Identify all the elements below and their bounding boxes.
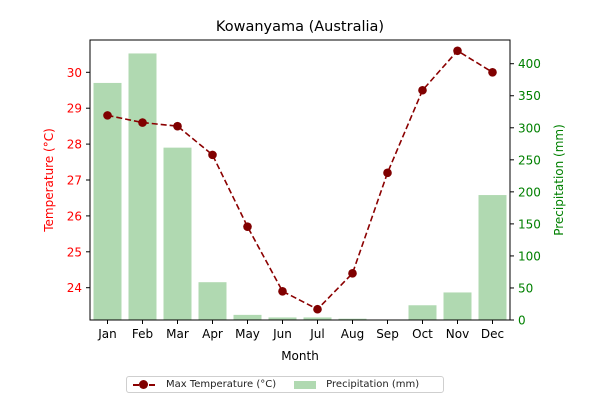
- temperature-point: [138, 118, 147, 127]
- temperature-point: [348, 269, 357, 278]
- precip-bar: [233, 314, 262, 320]
- x-tick-label: Jan: [97, 327, 117, 341]
- x-tick-label: Mar: [166, 327, 189, 341]
- x-tick-label: Sep: [376, 327, 399, 341]
- precip-bar: [303, 317, 332, 320]
- x-tick-label: Jul: [309, 327, 324, 341]
- legend-label-precipitation: Precipitation (mm): [326, 379, 420, 390]
- y-right-tick-label: 100: [518, 249, 541, 263]
- temperature-point: [173, 121, 182, 131]
- precip-bar: [268, 317, 297, 320]
- x-tick-label: Jun: [272, 327, 292, 341]
- legend-swatch-temperature: [133, 379, 155, 390]
- x-axis-label: Month: [281, 349, 319, 363]
- temperature-point: [278, 286, 287, 296]
- temperature-point: [418, 85, 427, 95]
- y-right-tick-label: 0: [518, 314, 526, 328]
- precip-bar: [93, 82, 122, 320]
- temperature-point: [243, 222, 252, 231]
- legend-swatch-precipitation: [294, 380, 317, 389]
- y-right-tick-label: 200: [518, 185, 541, 199]
- y-right-tick-label: 250: [518, 153, 541, 167]
- y-right-tick-label: 50: [518, 281, 533, 295]
- temperature-series-line: [107, 49, 493, 311]
- legend-item-precipitation: Precipitation (mm): [276, 379, 419, 390]
- y-left-tick-label: 24: [67, 281, 82, 295]
- temperature-line: [103, 46, 497, 314]
- temperature-point: [453, 46, 462, 56]
- y-left-tick-label: 30: [67, 66, 82, 80]
- chart-legend: Max Temperature (°C) Precipitation (mm): [126, 376, 444, 393]
- precip-bar: [408, 305, 437, 320]
- x-tick-label: Dec: [481, 327, 504, 341]
- y-axis-left-label: Temperature (°C): [42, 128, 56, 233]
- temperature-point: [103, 111, 112, 120]
- y-left-tick-label: 27: [67, 174, 82, 188]
- y-left-tick-label: 29: [67, 102, 82, 116]
- y-right-tick-label: 350: [518, 89, 541, 103]
- temperature-point: [208, 150, 217, 160]
- y-axis-right-label: Precipitation (mm): [552, 124, 566, 236]
- y-axis-left: 24 25 26 27 28 29 30: [67, 66, 90, 295]
- temperature-point: [313, 304, 322, 314]
- legend-label-temperature: Max Temperature (°C): [166, 379, 277, 390]
- x-tick-label: Apr: [202, 327, 223, 341]
- legend-item-temperature: Max Temperature (°C): [127, 379, 276, 390]
- y-axis-right: 0 50 100 150 200 250 300 350 400: [510, 57, 541, 328]
- y-right-tick-label: 300: [518, 121, 541, 135]
- precip-bar: [198, 282, 227, 320]
- x-tick-label: Nov: [446, 327, 469, 341]
- precip-bar: [443, 292, 472, 320]
- y-left-tick-label: 28: [67, 138, 82, 152]
- x-tick-label: Feb: [132, 327, 153, 341]
- precip-bar: [338, 318, 367, 320]
- x-tick-label: May: [235, 327, 260, 341]
- precip-bar: [128, 53, 157, 320]
- x-tick-label: Oct: [412, 327, 433, 341]
- y-right-tick-label: 400: [518, 57, 541, 71]
- x-tick-label: Aug: [341, 327, 364, 341]
- temperature-point: [383, 168, 392, 178]
- precip-bar: [478, 195, 507, 320]
- x-axis: Jan Feb Mar Apr May Jun Jul Aug Sep Oct Nov Dec: [97, 320, 504, 341]
- y-right-tick-label: 150: [518, 217, 541, 231]
- precip-bar: [163, 147, 192, 320]
- temperature-point: [488, 68, 497, 77]
- chart-title: Kowanyama (Australia): [216, 19, 384, 35]
- y-left-tick-label: 26: [67, 209, 82, 223]
- precipitation-bars: [93, 53, 507, 320]
- y-left-tick-label: 25: [67, 245, 82, 259]
